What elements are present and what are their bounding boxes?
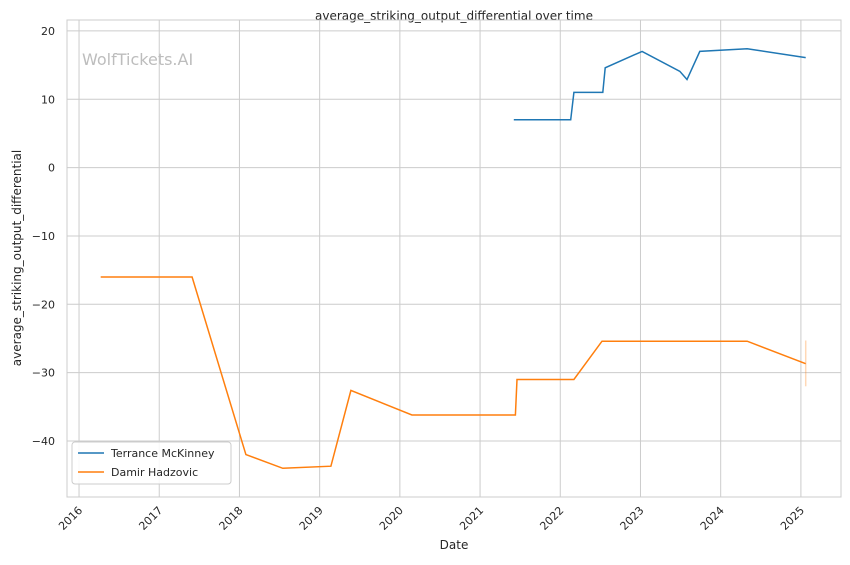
- legend-label-damir-hadzovic: Damir Hadzovic: [111, 466, 198, 479]
- x-tick-label: 2021: [457, 504, 486, 533]
- y-tick-label: −40: [32, 435, 55, 448]
- y-tick-label: 20: [41, 25, 55, 38]
- x-tick-label: 2016: [56, 504, 85, 533]
- legend: Terrance McKinney Damir Hadzovic: [71, 441, 232, 485]
- x-axis-label: Date: [440, 538, 469, 552]
- x-tick-label: 2017: [136, 504, 165, 533]
- y-tick-labels: 20 10 0 −10 −20 −30 −40: [32, 25, 55, 448]
- chart-title: average_striking_output_differential ove…: [315, 9, 593, 23]
- y-tick-label: −30: [32, 367, 55, 380]
- x-tick-label: 2025: [778, 504, 807, 533]
- grid: [67, 20, 841, 497]
- y-tick-label: −20: [32, 298, 55, 311]
- plot-area-frame: [66, 19, 842, 498]
- legend-label-terrance-mckinney: Terrance McKinney: [110, 447, 215, 460]
- series-group: [100, 47, 807, 470]
- x-tick-labels: 2016 2017 2018 2019 2020 2021 2022 2023 2024 2025: [56, 504, 807, 533]
- y-tick-label: −10: [32, 230, 55, 243]
- x-tick-label: 2019: [297, 504, 326, 533]
- x-tick-label: 2018: [217, 504, 246, 533]
- legend-box: [71, 441, 232, 485]
- x-tick-label: 2022: [537, 504, 566, 533]
- y-axis-label: average_striking_output_differential: [10, 150, 24, 366]
- series-line-damir-hadzovic: [100, 276, 806, 470]
- x-tick-label: 2020: [377, 504, 406, 533]
- x-tick-label: 2023: [618, 504, 647, 533]
- y-tick-label: 10: [41, 93, 55, 106]
- y-tick-label: 0: [48, 162, 55, 175]
- x-tick-label: 2024: [698, 504, 727, 533]
- watermark: WolfTickets.AI: [82, 50, 193, 69]
- series-line-terrance-mckinney: [513, 47, 806, 121]
